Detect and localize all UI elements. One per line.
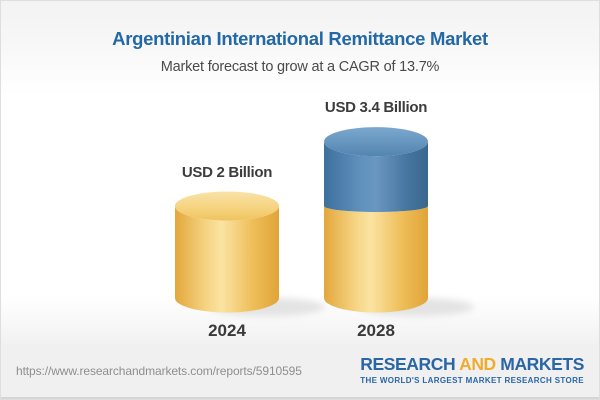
research-and-markets-logo[interactable]: RESEARCH AND MARKETS THE WORLD'S LARGEST…: [360, 356, 584, 385]
cylinder-segment-2028-base: [324, 206, 428, 313]
logo-tagline: THE WORLD'S LARGEST MARKET RESEARCH STOR…: [360, 375, 584, 385]
logo-wordmark: RESEARCH AND MARKETS: [360, 356, 584, 374]
logo-word-and: AND: [459, 354, 496, 375]
x-tick-label-2028: 2028: [357, 320, 395, 340]
cylinder-bar-chart: USD 2 Billion USD 3.4 Billion 2024 2028: [1, 96, 599, 346]
cylinder-segment-2024-base: [175, 206, 279, 313]
logo-word-markets: MARKETS: [500, 354, 584, 375]
report-url-link[interactable]: https://www.researchandmarkets.com/repor…: [16, 363, 302, 378]
chart-header: Argentinian International Remittance Mar…: [1, 1, 599, 96]
chart-subtitle: Market forecast to grow at a CAGR of 13.…: [160, 59, 440, 75]
cylinder-chart-svg: [175, 127, 474, 316]
cylinder-segment-2028-growth: [324, 141, 428, 212]
chart-title: Argentinian International Remittance Mar…: [112, 28, 488, 49]
cylinder-top-2024: [175, 191, 279, 221]
logo-word-research: RESEARCH: [360, 354, 456, 375]
bar-value-label-2028: USD 3.4 Billion: [324, 99, 428, 117]
bar-value-label-2024: USD 2 Billion: [181, 163, 273, 181]
cylinder-top-2028: [324, 127, 428, 157]
footer-bar: https://www.researchandmarkets.com/repor…: [1, 344, 599, 399]
x-tick-label-2024: 2024: [208, 320, 246, 340]
